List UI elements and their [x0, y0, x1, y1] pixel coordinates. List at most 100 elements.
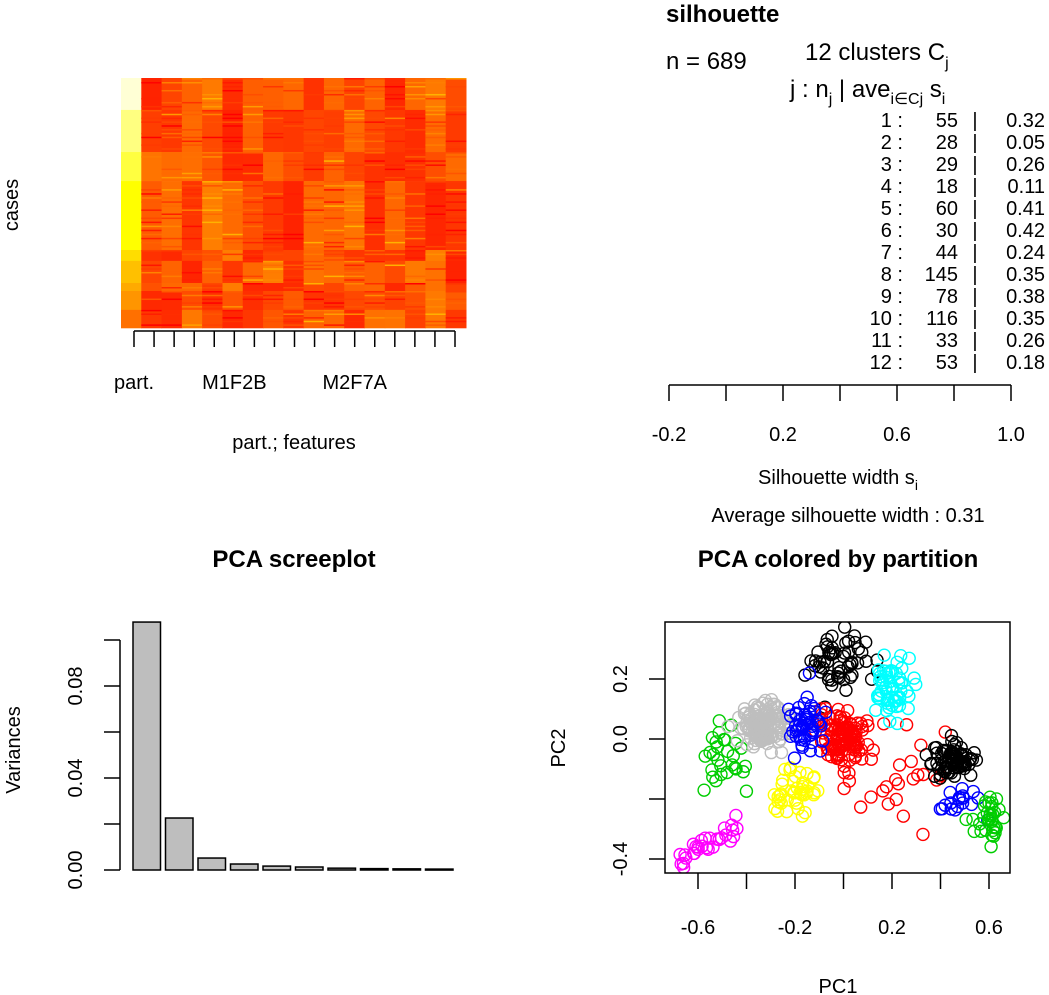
heatmap-cell: [425, 260, 447, 284]
heatmap-cell-stripe: [283, 313, 305, 315]
heatmap-cell-stripe: [303, 313, 325, 315]
heatmap-cell-stripe: [242, 253, 264, 256]
heatmap-cell-stripe: [425, 217, 447, 220]
heatmap-cell-stripe: [181, 237, 203, 240]
heatmap-cell-stripe: [181, 271, 203, 274]
heatmap-cell-stripe: [263, 193, 284, 195]
pca-point: [859, 654, 873, 668]
pca-point: [841, 634, 856, 648]
heatmap-cell-stripe: [141, 209, 163, 211]
heatmap-cell: [303, 260, 325, 284]
pca-point: [720, 765, 734, 780]
heatmap-cell-stripe: [283, 286, 305, 289]
heatmap-cell-stripe: [384, 317, 406, 319]
cluster-size: 55: [936, 110, 958, 132]
cluster-avg-width: 0.35: [1006, 308, 1045, 330]
heatmap-cell-stripe: [303, 241, 325, 244]
heatmap-cell-stripe: [344, 85, 366, 88]
pca-point: [985, 796, 999, 810]
heatmap-cell: [222, 290, 244, 311]
pca-point: [843, 670, 858, 685]
heatmap-cell-stripe: [141, 193, 163, 195]
x-label-sub: i: [915, 477, 918, 493]
heatmap-cell-stripe: [364, 181, 386, 183]
heatmap-cell-stripe: [364, 225, 386, 228]
pca-point: [848, 635, 862, 650]
silhouette-tick-label: 1.0: [997, 424, 1025, 446]
heatmap-cell: [364, 181, 386, 251]
pca-point: [738, 759, 753, 773]
heatmap-cell-stripe: [384, 209, 406, 211]
heatmap-cell-stripe: [425, 268, 447, 270]
pca-point: [778, 762, 792, 777]
heatmap-cell-stripe: [222, 233, 244, 236]
heatmap-cell-stripe: [141, 132, 163, 135]
heatmap-cell-stripe: [405, 129, 426, 131]
heatmap-cell-stripe: [141, 109, 163, 112]
heatmap-cell-stripe: [222, 144, 244, 146]
heatmap-cell-stripe: [141, 324, 163, 326]
heatmap-cell-stripe: [445, 193, 467, 195]
pca-point: [834, 664, 848, 678]
heatmap-cell-stripe: [181, 81, 203, 84]
heatmap-cell-stripe: [425, 129, 447, 131]
pca-point: [678, 848, 692, 862]
heatmap-cell-stripe: [181, 294, 203, 297]
heatmap-cell: [242, 181, 264, 251]
heatmap-cell-stripe: [405, 245, 426, 248]
heatmap-cell-stripe: [364, 164, 386, 166]
pca-point: [806, 723, 820, 738]
pca-point: [787, 751, 802, 765]
heatmap-cell-stripe: [283, 109, 305, 112]
heatmap-cell-stripe: [242, 283, 264, 285]
average-silhouette-label: Average silhouette width : 0.31: [711, 505, 984, 527]
heatmap-cell-stripe: [364, 97, 386, 100]
pca-point: [755, 712, 770, 727]
heatmap-cell-stripe: [202, 97, 223, 100]
pca-point: [928, 741, 942, 755]
heatmap-cell-stripe: [384, 164, 406, 166]
heatmap-cell-stripe: [405, 283, 426, 285]
heatmap-cell-stripe: [445, 279, 467, 281]
heatmap-cell-stripe: [323, 302, 345, 304]
cluster-avg-width: 0.38: [1006, 286, 1045, 308]
pca-x-tick-label: -0.6: [681, 917, 715, 939]
heatmap-cell-stripe: [161, 168, 183, 171]
pca-point: [988, 820, 1002, 834]
pca-point: [822, 645, 836, 660]
screeplot-bar: [327, 867, 357, 871]
cluster-size: 18: [936, 176, 958, 198]
heatmap-cell-stripe: [263, 249, 284, 252]
heatmap-cell-stripe: [242, 181, 264, 183]
heatmap-cell: [425, 283, 447, 292]
heatmap-cell: [364, 78, 386, 111]
pca-y-tick-label: 0.2: [610, 665, 632, 693]
heatmap-cell-stripe: [161, 213, 183, 215]
heatmap-cell-stripe: [222, 132, 244, 135]
heatmap-cell: [283, 152, 305, 182]
heatmap-cell-stripe: [344, 140, 366, 143]
heatmap-cell-stripe: [445, 205, 467, 207]
heatmap-cell-stripe: [222, 152, 244, 154]
heatmap-cell-stripe: [405, 117, 426, 120]
pca-point: [904, 754, 918, 769]
heatmap-cell-stripe: [405, 229, 426, 232]
cluster-size: 60: [936, 198, 958, 220]
heatmap-cell-stripe: [242, 201, 264, 203]
heatmap-cell: [283, 181, 305, 251]
heatmap-cell-stripe: [283, 298, 305, 301]
heatmap-cell-stripe: [445, 253, 467, 256]
pca-point: [901, 701, 915, 716]
screeplot-bars: 0.00 0.04 0.08: [65, 621, 454, 889]
screeplot-y-tick-label: 0.04: [65, 759, 87, 798]
pca-point: [774, 715, 788, 729]
heatmap-cell-stripe: [222, 241, 244, 244]
pca-point: [955, 757, 969, 771]
heatmap-cell: [323, 152, 345, 182]
cluster-separator: |: [972, 110, 977, 132]
heatmap-cell-stripe: [263, 271, 284, 274]
heatmap-cell-stripe: [141, 309, 163, 312]
heatmap-cell-stripe: [364, 132, 386, 135]
heatmap-cell-stripe: [323, 185, 345, 187]
heatmap-cell-stripe: [323, 324, 345, 326]
